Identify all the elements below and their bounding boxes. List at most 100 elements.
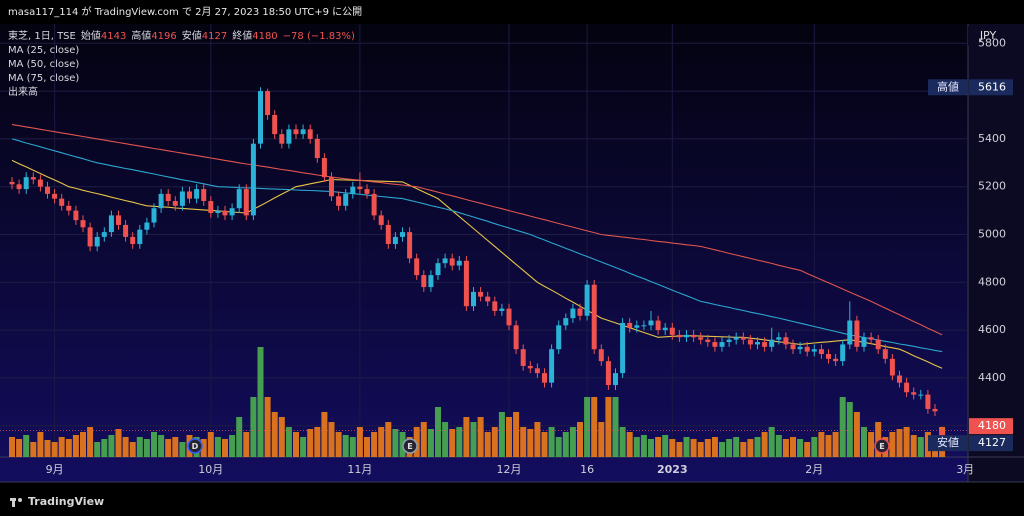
- candle-body: [897, 375, 902, 383]
- candle-body: [698, 337, 704, 340]
- candle-body: [918, 394, 924, 396]
- logo-mark: [12, 501, 15, 507]
- volume-bar: [861, 427, 867, 457]
- candle-body: [776, 337, 782, 340]
- candle-body: [52, 193, 58, 199]
- candle-body: [236, 189, 242, 209]
- candle-body: [343, 193, 349, 206]
- candle-body: [719, 342, 725, 347]
- low-tag-label: 安値: [937, 435, 959, 449]
- candle-body: [30, 177, 36, 180]
- page-header: masa117_114 が TradingView.com で 2月 27, 2…: [8, 5, 362, 18]
- volume-bar: [775, 435, 782, 457]
- ma-line: [11, 124, 943, 336]
- volume-bar: [640, 435, 647, 457]
- volume-bar: [633, 437, 640, 457]
- volume-bar: [917, 437, 924, 457]
- logo: TradingView: [10, 495, 104, 508]
- volume-bar: [30, 442, 37, 457]
- candle-body: [634, 325, 640, 328]
- candle-body: [549, 349, 555, 383]
- candle-body: [854, 320, 860, 347]
- volume-bar: [456, 427, 463, 457]
- volume-bar: [683, 437, 690, 457]
- candle-body: [691, 334, 697, 338]
- candle-body: [939, 430, 945, 440]
- legend-volume: 出来高: [8, 85, 38, 98]
- event-label: E: [407, 442, 412, 451]
- ma-line: [11, 138, 943, 353]
- event-marker: [874, 438, 890, 454]
- footer: TradingView: [28, 495, 104, 508]
- volume-bar: [257, 347, 264, 457]
- candle-body: [769, 339, 775, 347]
- volume-bar: [172, 437, 179, 457]
- legend-ma: MA (75, close): [8, 73, 79, 84]
- candle-body: [790, 344, 796, 350]
- volume-bar: [477, 417, 484, 457]
- volume-bar: [704, 439, 711, 457]
- event-marker: [187, 438, 203, 454]
- volume-bar: [591, 397, 598, 457]
- volume-bar: [506, 417, 512, 457]
- candle-body: [506, 308, 512, 326]
- candle-body: [733, 337, 739, 340]
- symbol: 東芝, 1日, TSE: [8, 29, 76, 42]
- candle-body: [534, 368, 540, 374]
- volume-bar: [584, 397, 591, 457]
- volume-bar: [108, 435, 115, 457]
- candle-body: [705, 339, 711, 343]
- candle-body: [9, 181, 15, 185]
- candle-body: [336, 196, 342, 206]
- candle-body: [613, 373, 618, 386]
- candle-body: [59, 198, 65, 206]
- volume-bar: [697, 442, 704, 457]
- candle-body: [279, 134, 285, 144]
- volume-bar: [513, 412, 520, 457]
- volume-bar: [65, 439, 72, 457]
- candle-body: [250, 143, 256, 216]
- label: 始値: [81, 29, 101, 42]
- volume-bar: [314, 427, 321, 457]
- plot-background: [0, 24, 968, 482]
- volume-bar: [669, 439, 676, 457]
- candle-body: [371, 193, 377, 216]
- candle-body: [584, 284, 590, 316]
- candle-body: [627, 322, 633, 328]
- volume-bar: [825, 435, 832, 457]
- candle-body: [229, 208, 235, 216]
- volume-bar: [690, 439, 697, 457]
- high-tag-value-bg: [969, 79, 1013, 96]
- candle-body: [108, 215, 114, 233]
- volume-bar: [58, 437, 65, 457]
- high-tag-label: 高値: [937, 79, 959, 93]
- volume-bar: [711, 437, 718, 457]
- volume-bar: [754, 437, 761, 457]
- label: 終値: [232, 29, 252, 42]
- volume-bar: [733, 437, 740, 457]
- volume-bar: [307, 429, 314, 457]
- label: 高値: [131, 29, 151, 42]
- volume-bar: [655, 437, 662, 457]
- volume-bar: [719, 442, 725, 457]
- candle-body: [811, 349, 817, 352]
- volume-bar: [903, 427, 910, 457]
- y-tick-label: 5200: [978, 180, 1006, 193]
- candle-body: [300, 129, 306, 135]
- candle-body: [527, 365, 533, 369]
- candle-body: [826, 353, 831, 359]
- candle-body: [222, 210, 228, 216]
- y-tick-label: 4600: [978, 323, 1006, 336]
- candle-body: [570, 308, 576, 319]
- volume-bar: [804, 442, 811, 457]
- volume-bar: [165, 439, 172, 457]
- volume-bar: [392, 429, 399, 457]
- volume-bar: [87, 427, 94, 457]
- candle-body: [676, 334, 682, 338]
- volume-bar: [541, 432, 548, 457]
- candle-body: [463, 260, 469, 307]
- volume-bar: [569, 427, 576, 457]
- value: 4180: [252, 31, 277, 42]
- high-tag-bg: [928, 79, 968, 96]
